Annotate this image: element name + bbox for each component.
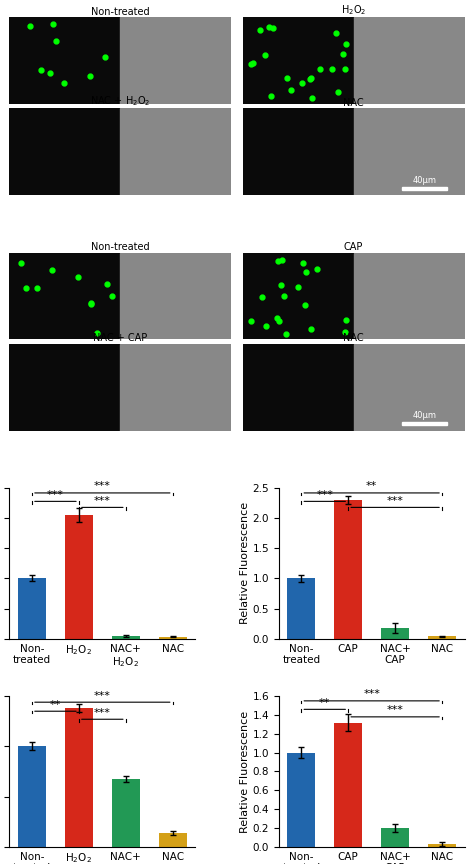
Bar	[381, 628, 409, 638]
Bar	[354, 344, 465, 430]
Y-axis label: Relative Fluorescence: Relative Fluorescence	[240, 710, 250, 833]
Bar	[354, 17, 465, 104]
Bar	[381, 828, 409, 847]
Bar	[428, 844, 456, 847]
Bar	[120, 108, 231, 195]
Text: ***: ***	[94, 690, 111, 701]
Bar	[159, 637, 187, 638]
Text: ***: ***	[387, 496, 403, 506]
Text: 40μm: 40μm	[412, 411, 437, 420]
Bar	[354, 252, 465, 340]
Bar	[243, 344, 354, 430]
Bar	[65, 708, 93, 847]
Title: CAP: CAP	[344, 242, 363, 252]
Title: NAC + H$_2$O$_2$: NAC + H$_2$O$_2$	[90, 95, 151, 108]
Bar	[120, 344, 231, 430]
Text: A: A	[14, 22, 29, 41]
Bar	[65, 515, 93, 638]
Text: ***: ***	[47, 490, 64, 500]
Text: ***: ***	[363, 689, 380, 699]
Bar	[9, 344, 120, 430]
Bar	[243, 108, 354, 195]
Text: **: **	[366, 481, 377, 492]
Bar	[120, 252, 231, 340]
Bar	[159, 833, 187, 847]
Title: NAC + CAP: NAC + CAP	[93, 333, 147, 343]
Bar	[334, 722, 362, 847]
Text: 40μm: 40μm	[412, 175, 437, 185]
Title: Non-treated: Non-treated	[91, 7, 150, 16]
Bar	[112, 779, 140, 847]
Text: ***: ***	[94, 708, 111, 718]
Text: B: B	[14, 258, 29, 277]
Bar	[334, 500, 362, 638]
Bar	[18, 579, 46, 638]
Bar	[9, 17, 120, 104]
Text: ***: ***	[94, 496, 111, 506]
Title: NAC: NAC	[343, 333, 364, 343]
Bar	[9, 108, 120, 195]
Bar	[18, 746, 46, 847]
Bar	[402, 422, 447, 425]
Title: NAC: NAC	[343, 98, 364, 108]
Text: ***: ***	[94, 481, 111, 492]
Bar	[9, 252, 120, 340]
Bar	[112, 636, 140, 638]
Bar	[354, 108, 465, 195]
Bar	[402, 187, 447, 190]
Text: ***: ***	[316, 490, 333, 500]
Bar	[428, 636, 456, 638]
Y-axis label: Relative Fluorescence: Relative Fluorescence	[240, 502, 250, 625]
Title: H$_2$O$_2$: H$_2$O$_2$	[341, 3, 366, 17]
Bar	[120, 17, 231, 104]
Text: **: **	[319, 698, 330, 708]
Bar	[243, 252, 354, 340]
Title: Non-treated: Non-treated	[91, 242, 150, 252]
Text: ***: ***	[387, 705, 403, 715]
Text: **: **	[50, 700, 61, 709]
Bar	[243, 17, 354, 104]
Bar	[287, 753, 315, 847]
Bar	[287, 579, 315, 638]
